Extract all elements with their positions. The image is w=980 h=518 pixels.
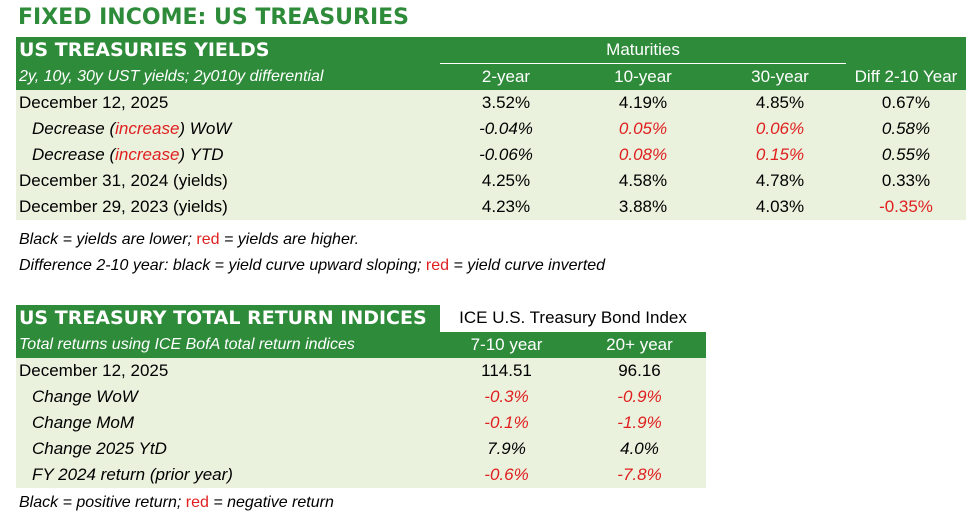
cell-value: 4.0% xyxy=(573,436,706,462)
table-row: Decrease (increase) YTD -0.06% 0.08% 0.1… xyxy=(16,142,966,168)
col-20-plus-year: 20+ year xyxy=(573,331,706,358)
yields-note-2: Difference 2-10 year: black = yield curv… xyxy=(19,257,606,274)
cell-value: 0.67% xyxy=(846,90,966,116)
row-label: December 29, 2023 (yields) xyxy=(16,194,440,220)
row-label: December 31, 2024 (yields) xyxy=(16,168,440,194)
row-label: Change WoW xyxy=(16,384,440,410)
yields-note-1: Black = yields are lower; red = yields a… xyxy=(19,231,360,248)
cell-value: 0.33% xyxy=(846,168,966,194)
cell-value: 4.25% xyxy=(440,168,572,194)
table-row: Change 2025 YtD 7.9% 4.0% xyxy=(16,436,706,462)
cell-value: -0.04% xyxy=(440,116,572,142)
cell-value: 4.85% xyxy=(714,90,846,116)
returns-note: Black = positive return; red = negative … xyxy=(19,494,334,511)
cell-value: 4.19% xyxy=(572,90,714,116)
cell-value: 96.16 xyxy=(573,358,706,384)
cell-value: -0.1% xyxy=(440,410,573,436)
returns-heading: US TREASURY TOTAL RETURN INDICES xyxy=(16,305,440,332)
col-10-year: 10-year xyxy=(572,63,714,90)
cell-value: -0.3% xyxy=(440,384,573,410)
table-row: December 12, 2025 114.51 96.16 xyxy=(16,358,706,384)
yields-subheading: 2y, 10y, 30y UST yields; 2y010y differen… xyxy=(16,63,440,90)
table-row: Change MoM -0.1% -1.9% xyxy=(16,410,706,436)
table-row: Decrease (increase) WoW -0.04% 0.05% 0.0… xyxy=(16,116,966,142)
cell-value: 0.05% xyxy=(572,116,714,142)
table-row: Change WoW -0.3% -0.9% xyxy=(16,384,706,410)
row-label: Decrease (increase) WoW xyxy=(16,116,440,142)
cell-value: -0.9% xyxy=(573,384,706,410)
cell-value: -1.9% xyxy=(573,410,706,436)
cell-value: -0.06% xyxy=(440,142,572,168)
row-label: Decrease (increase) YTD xyxy=(16,142,440,168)
page-title: FIXED INCOME: US TREASURIES xyxy=(18,5,410,30)
cell-value: 3.88% xyxy=(572,194,714,220)
row-label: FY 2024 return (prior year) xyxy=(16,462,440,488)
cell-value: 7.9% xyxy=(440,436,573,462)
col-diff-2-10: Diff 2-10 Year xyxy=(846,63,966,90)
yields-heading: US TREASURIES YIELDS xyxy=(16,37,440,64)
cell-value: 4.03% xyxy=(714,194,846,220)
row-label: Change MoM xyxy=(16,410,440,436)
table-row: December 12, 2025 3.52% 4.19% 4.85% 0.67… xyxy=(16,90,966,116)
cell-value: -0.35% xyxy=(846,194,966,220)
cell-value: 0.06% xyxy=(714,116,846,142)
returns-table: US TREASURY TOTAL RETURN INDICES ICE U.S… xyxy=(16,305,706,488)
table-row: December 29, 2023 (yields) 4.23% 3.88% 4… xyxy=(16,194,966,220)
yields-table: US TREASURIES YIELDS Maturities 2y, 10y,… xyxy=(16,37,966,220)
cell-value: 114.51 xyxy=(440,358,573,384)
maturities-label: Maturities xyxy=(440,37,846,64)
cell-value: 0.15% xyxy=(714,142,846,168)
cell-value: 4.58% xyxy=(572,168,714,194)
table-row: December 31, 2024 (yields) 4.25% 4.58% 4… xyxy=(16,168,966,194)
table-row: FY 2024 return (prior year) -0.6% -7.8% xyxy=(16,462,706,488)
index-label: ICE U.S. Treasury Bond Index xyxy=(440,305,706,332)
cell-value: -7.8% xyxy=(573,462,706,488)
cell-value: 0.58% xyxy=(846,116,966,142)
cell-value: -0.6% xyxy=(440,462,573,488)
col-2-year: 2-year xyxy=(440,63,572,90)
cell-value: 0.55% xyxy=(846,142,966,168)
row-label: December 12, 2025 xyxy=(16,90,440,116)
row-label: December 12, 2025 xyxy=(16,358,440,384)
returns-subheading: Total returns using ICE BofA total retur… xyxy=(16,331,440,358)
cell-value: 3.52% xyxy=(440,90,572,116)
cell-value: 0.08% xyxy=(572,142,714,168)
cell-value: 4.23% xyxy=(440,194,572,220)
cell-value: 4.78% xyxy=(714,168,846,194)
col-7-10-year: 7-10 year xyxy=(440,331,573,358)
col-30-year: 30-year xyxy=(714,63,846,90)
row-label: Change 2025 YtD xyxy=(16,436,440,462)
